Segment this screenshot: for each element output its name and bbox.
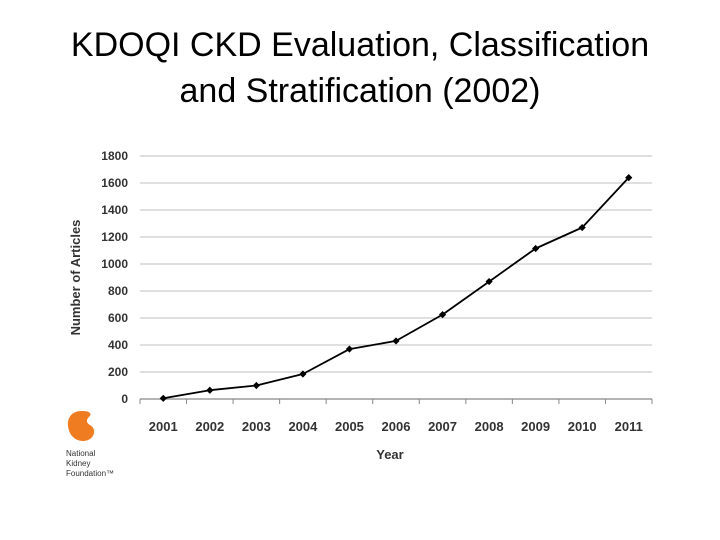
- data-point-marker: [159, 394, 167, 402]
- x-tick-label: 2008: [475, 419, 504, 434]
- y-tick-label: 1200: [101, 230, 128, 244]
- data-point-marker: [578, 223, 586, 232]
- nkf-logo: National Kidney Foundation™: [66, 410, 146, 479]
- data-point-marker: [345, 345, 354, 353]
- y-tick-label: 400: [108, 338, 128, 352]
- x-tick-label: 2004: [288, 419, 318, 434]
- data-point-marker: [206, 386, 214, 394]
- data-point-marker: [485, 277, 493, 286]
- logo-text-line-1: National: [66, 449, 96, 458]
- x-tick-label: 2010: [568, 419, 597, 434]
- slide-title-line-1: KDOQI CKD Evaluation, Classification: [70, 26, 650, 64]
- x-tick-label: 2001: [149, 419, 178, 434]
- y-tick-label: 600: [108, 311, 128, 325]
- data-point-marker: [392, 337, 400, 345]
- x-tick-label: 2009: [521, 419, 550, 434]
- logo-text-line-3: Foundation™: [66, 469, 115, 478]
- y-tick-label: 800: [108, 284, 128, 298]
- x-tick-label: 2006: [382, 419, 411, 434]
- x-tick-label: 2005: [335, 419, 364, 434]
- x-tick-label: 2011: [615, 419, 643, 434]
- y-tick-label: 1600: [101, 176, 128, 190]
- x-tick-label: 2007: [428, 419, 457, 434]
- slide-title-line-2: and Stratification (2002): [179, 72, 541, 110]
- y-tick-label: 0: [121, 392, 128, 406]
- slide-title: KDOQI CKD Evaluation, Classification and…: [0, 22, 720, 114]
- series-line: [163, 176, 630, 400]
- y-tick-label: 200: [108, 365, 128, 379]
- x-tick-label: 2002: [195, 419, 224, 434]
- data-point-marker: [252, 381, 260, 390]
- logo-text-line-2: Kidney: [66, 459, 91, 468]
- x-axis-title: Year: [376, 447, 403, 462]
- data-point-marker: [299, 370, 307, 378]
- data-point-marker: [532, 244, 540, 253]
- y-tick-label: 1800: [101, 149, 128, 163]
- x-tick-label: 2003: [242, 419, 271, 434]
- kidney-icon: [67, 411, 95, 441]
- data-point-marker: [438, 311, 447, 319]
- y-tick-label: 1000: [101, 257, 128, 271]
- y-axis-title: Number of Articles: [68, 220, 83, 336]
- y-tick-label: 1400: [101, 203, 128, 217]
- data-point-marker: [625, 174, 633, 182]
